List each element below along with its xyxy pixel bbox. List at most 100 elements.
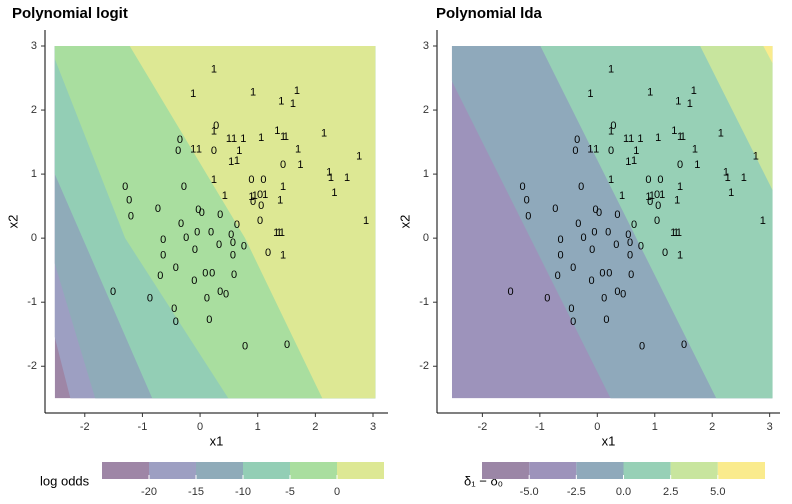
point-label: 1	[295, 144, 301, 156]
point-label: 0	[580, 232, 586, 244]
point-label: 0	[525, 210, 531, 222]
point-label: 1	[637, 133, 643, 145]
point-label: 0	[681, 339, 687, 351]
point-label: 0	[654, 215, 660, 227]
point-label: 1	[258, 132, 264, 144]
point-label: 1	[262, 189, 268, 201]
colorbar: δ₁ − δ₀-5.0 -2.5 0.0 2.5 5.0	[464, 462, 765, 498]
colorbar-bin	[529, 462, 577, 479]
y-tick-label: 3	[31, 40, 37, 52]
point-label: 1	[675, 96, 681, 108]
point-label: 0	[575, 218, 581, 230]
x-tick-label: 2	[709, 421, 715, 433]
point-label: 1	[619, 190, 625, 202]
point-label: 0	[677, 159, 683, 171]
y-tick-label: -2	[27, 360, 37, 372]
point-label: 1	[649, 190, 655, 202]
point-label: 1	[608, 126, 614, 138]
colorbar-bin	[102, 462, 149, 479]
point-label: 0	[195, 204, 201, 216]
colorbar-tick-label: -5	[285, 486, 295, 498]
y-tick-label: 2	[423, 104, 429, 116]
point-label: 1	[190, 88, 196, 100]
point-label: 0	[588, 275, 594, 287]
point-label: 0	[654, 189, 660, 201]
point-label: 1	[633, 145, 639, 157]
y-tick-label: -2	[419, 360, 429, 372]
point-label: 0	[570, 262, 576, 274]
point-label: 1	[294, 85, 300, 97]
colorbar-tick-label: -20	[141, 486, 157, 498]
point-label: 1	[236, 145, 242, 157]
point-label: 0	[639, 340, 645, 352]
colorbar-bin	[717, 462, 765, 479]
point-label: 1	[608, 174, 614, 186]
point-label: 1	[248, 191, 254, 203]
point-label: 1	[273, 227, 279, 239]
chart-title: Polynomial logit	[12, 5, 128, 22]
point-label: 1	[725, 172, 731, 184]
point-label: 1	[687, 98, 693, 110]
y-tick-label: 0	[31, 232, 37, 244]
contour-fill	[451, 46, 773, 399]
y-tick-label: -1	[419, 296, 429, 308]
point-label: 1	[691, 85, 697, 97]
point-label: 0	[606, 267, 612, 279]
point-label: 0	[206, 314, 212, 326]
y-tick-label: -1	[27, 296, 37, 308]
x-axis-title: x1	[602, 433, 616, 448]
point-label: 1	[728, 187, 734, 199]
point-label: 1	[753, 151, 759, 163]
point-label: 0	[231, 269, 237, 281]
x-tick-label: -1	[535, 421, 545, 433]
point-label: 0	[625, 229, 631, 241]
point-label: 0	[155, 203, 161, 215]
point-label: 1	[587, 88, 593, 100]
point-label: 1	[228, 156, 234, 168]
x-tick-label: -2	[477, 421, 487, 433]
point-label: 0	[589, 244, 595, 256]
x-tick-label: 0	[594, 421, 600, 433]
point-label: 1	[608, 64, 614, 76]
point-label: 1	[671, 125, 677, 137]
colorbar-bin	[670, 462, 718, 479]
point-label: 1	[659, 189, 665, 201]
point-label: 0	[260, 174, 266, 186]
point-label: 1	[283, 131, 289, 143]
point-label: 0	[568, 303, 574, 315]
point-label: 0	[217, 286, 223, 298]
point-label: 0	[628, 269, 634, 281]
point-label: 0	[627, 249, 633, 261]
point-label: 0	[647, 196, 653, 208]
point-label: 1	[211, 174, 217, 186]
point-label: 0	[657, 174, 663, 186]
point-label: 0	[638, 240, 644, 252]
point-label: 0	[126, 194, 132, 206]
point-label: 0	[520, 181, 526, 193]
colorbar-bin	[337, 462, 384, 479]
x-tick-label: 2	[312, 421, 318, 433]
point-label: 0	[230, 249, 236, 261]
point-label: 1	[196, 144, 202, 156]
point-label: 0	[241, 240, 247, 252]
point-label: 0	[209, 267, 215, 279]
point-label: 0	[178, 218, 184, 230]
x-tick-label: -1	[138, 421, 148, 433]
point-label: 0	[655, 200, 661, 212]
y-tick-label: 2	[31, 104, 37, 116]
colorbar-title: log odds	[40, 473, 90, 488]
point-label: 1	[226, 133, 232, 145]
point-label: 0	[191, 275, 197, 287]
point-label: 0	[257, 189, 263, 201]
point-label: 1	[250, 87, 256, 99]
point-label: 0	[177, 134, 183, 146]
point-label: 0	[608, 145, 614, 157]
point-label: 0	[596, 207, 602, 219]
point-label: 1	[277, 194, 283, 206]
point-label: 1	[231, 133, 237, 145]
